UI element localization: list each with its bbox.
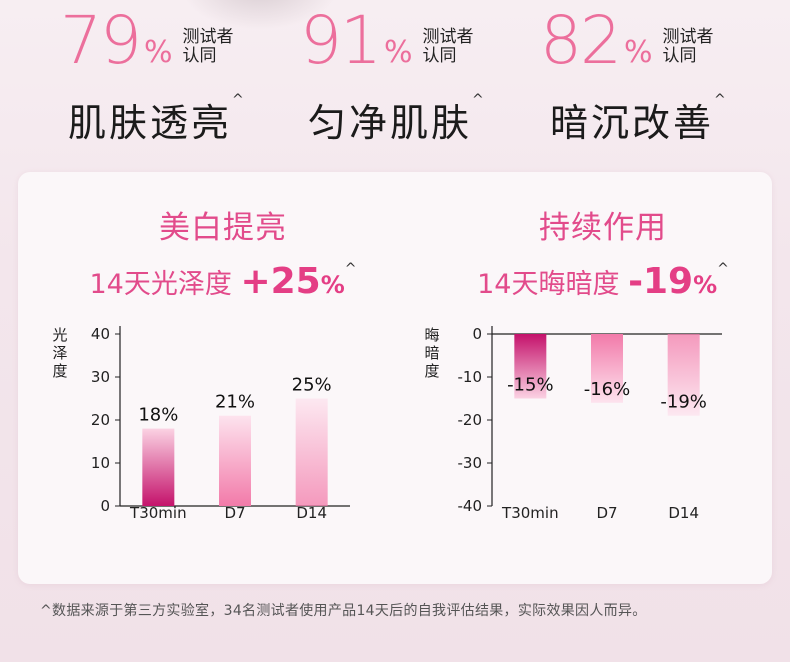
y-tick-label: 30 [91, 368, 110, 386]
y-tick-label: 40 [91, 325, 110, 343]
stat-note-line2: 认同 [662, 46, 697, 66]
bar-D14 [295, 398, 328, 506]
claim-metric-percent: % [320, 271, 345, 299]
stat-note: 测试者 认同 [423, 28, 474, 66]
stat-label-text: 肌肤透亮 [68, 101, 233, 145]
data-label: -19% [660, 392, 707, 413]
footnote-mark: ^ [232, 92, 244, 108]
y-tick-label: 20 [91, 411, 110, 429]
bar-D14 [667, 334, 700, 416]
y-tick-label: 10 [91, 454, 110, 472]
stat-note: 测试者 认同 [183, 28, 234, 66]
data-label: 25% [292, 375, 332, 396]
stat-note-line1: 测试者 [422, 27, 474, 47]
footnote-mark: ^ [717, 261, 729, 277]
data-label: -16% [584, 379, 631, 400]
data-label: 21% [215, 392, 255, 413]
top-decoration [180, 0, 340, 30]
chart-svg: 晦暗度 0 -10 -20 -30 -40 -15% T30min -16% D7 -19% D14 [424, 325, 722, 520]
x-tick-label: T30min [129, 504, 187, 520]
claim-metric-label: 14天晦暗度 [477, 269, 620, 300]
claim-metric-percent: % [693, 271, 718, 299]
stat-percent: 82 [540, 2, 622, 79]
claim-lasting: 持续作用 14天晦暗度 -19%^ [438, 202, 768, 302]
footnote-mark: ^ [714, 92, 726, 108]
y-axis-title-char: 泽 [52, 344, 67, 362]
data-label: -15% [507, 375, 554, 396]
chart-svg: 光泽度 0 10 20 30 40 18% T30min 21% D7 25% D14 [52, 325, 350, 520]
bar-T30min [142, 428, 175, 506]
footnote: ^数据来源于第三方实验室，34名测试者使用产品14天后的自我评估结果，实际效果因… [40, 603, 647, 619]
y-tick-label: 0 [472, 325, 482, 343]
x-tick-label: D14 [296, 504, 327, 520]
y-tick-label: -30 [458, 454, 483, 472]
claim-metric-value: -19 [628, 261, 694, 302]
stat-note-line1: 测试者 [182, 27, 234, 47]
stat-note: 测试者 认同 [663, 28, 714, 66]
stat-note-line2: 认同 [422, 46, 457, 66]
stat-label: 肌肤透亮^ [68, 92, 244, 147]
bar-D7 [219, 415, 251, 506]
y-tick-label: -20 [458, 411, 483, 429]
claim-metric: 14天光泽度 +25%^ [58, 261, 388, 302]
y-axis-title-char: 度 [424, 362, 439, 380]
gloss-bar-chart: 光泽度 0 10 20 30 40 18% T30min 21% D7 25% D14 [38, 320, 358, 520]
stat-percent-sign: % [143, 35, 173, 70]
data-label: 18% [138, 405, 178, 426]
stat-label: 暗沉改善^ [550, 92, 726, 147]
x-tick-label: D14 [668, 504, 699, 520]
y-tick-label: -40 [458, 497, 483, 515]
x-tick-label: D7 [224, 504, 245, 520]
stat-percent-sign: % [383, 35, 413, 70]
claim-heading: 持续作用 [539, 210, 667, 246]
claim-metric-value: +25 [240, 261, 321, 302]
x-tick-label: D7 [596, 504, 617, 520]
bar-D7 [591, 334, 623, 403]
claim-heading: 美白提亮 [159, 210, 287, 246]
stat-note-line2: 认同 [182, 46, 217, 66]
y-axis-title-char: 光 [52, 326, 67, 344]
y-axis-title-char: 晦 [424, 326, 439, 344]
footnote-mark: ^ [472, 92, 484, 108]
footnote-mark: ^ [344, 261, 357, 277]
stat-label-text: 暗沉改善 [550, 101, 715, 145]
x-tick-label: T30min [501, 504, 559, 520]
y-axis-title-char: 暗 [424, 344, 439, 362]
stat-percent: 91 [300, 2, 382, 79]
bar-T30min [514, 334, 547, 399]
stat-label: 匀净肌肤^ [308, 92, 484, 147]
y-tick-label: -10 [458, 368, 483, 386]
y-tick-label: 0 [100, 497, 110, 515]
stat-percent: 79 [60, 2, 142, 79]
stat-percent-sign: % [623, 35, 653, 70]
dullness-bar-chart: 晦暗度 0 -10 -20 -30 -40 -15% T30min -16% D7 -19% D14 [410, 320, 730, 520]
stat-label-text: 匀净肌肤 [308, 101, 473, 145]
claim-brightening: 美白提亮 14天光泽度 +25%^ [58, 202, 388, 302]
y-axis-title-char: 度 [52, 362, 67, 380]
claim-metric: 14天晦暗度 -19%^ [438, 261, 768, 302]
claim-metric-label: 14天光泽度 [89, 269, 232, 300]
stat-note-line1: 测试者 [662, 27, 714, 47]
